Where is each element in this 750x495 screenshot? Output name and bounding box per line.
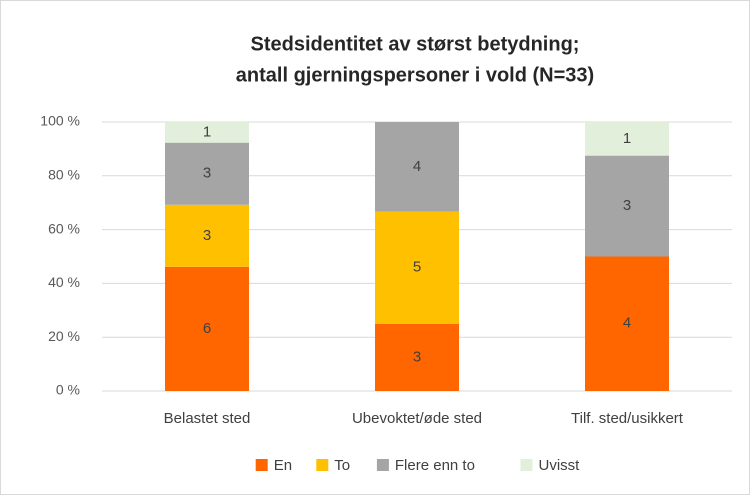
- chart-title: Stedsidentitet av størst betydning;: [251, 33, 580, 55]
- legend-label: Flere enn to: [395, 457, 475, 474]
- bar-segment: [375, 122, 459, 212]
- legend-label: To: [334, 457, 350, 474]
- bar-segment: [165, 122, 249, 143]
- data-label: 3: [203, 165, 211, 182]
- data-label: 1: [623, 130, 631, 147]
- data-label: 4: [413, 158, 421, 175]
- data-label: 3: [623, 197, 631, 214]
- legend-swatch: [316, 459, 329, 471]
- bar-segment: [165, 266, 249, 391]
- legend-swatch: [255, 459, 268, 471]
- y-tick-label: 0 %: [56, 382, 80, 398]
- x-tick-label: Ubevoktet/øde sted: [352, 410, 482, 427]
- bar-segment: [585, 256, 669, 391]
- y-tick-label: 40 %: [48, 274, 80, 290]
- legend-label: Uvisst: [539, 457, 581, 474]
- legend-swatch: [520, 459, 533, 471]
- x-tick-label: Belastet sted: [164, 410, 251, 427]
- data-label: 3: [413, 348, 421, 365]
- data-label: 4: [623, 315, 631, 332]
- data-label: 5: [413, 259, 421, 276]
- bar-segment: [375, 211, 459, 324]
- y-tick-label: 100 %: [40, 113, 80, 129]
- legend-swatch: [376, 459, 389, 471]
- bar-segment: [585, 155, 669, 257]
- y-tick-label: 20 %: [48, 328, 80, 344]
- y-tick-label: 80 %: [48, 167, 80, 183]
- bar-segment: [585, 122, 669, 156]
- data-label: 6: [203, 320, 211, 337]
- x-tick-label: Tilf. sted/usikkert: [571, 410, 684, 427]
- chart-title: antall gjerningspersoner i vold (N=33): [236, 64, 594, 86]
- bar-segment: [165, 204, 249, 267]
- bar-segment: [165, 142, 249, 205]
- data-label: 3: [203, 227, 211, 244]
- y-tick-label: 60 %: [48, 220, 80, 236]
- legend-label: En: [274, 457, 292, 474]
- data-label: 1: [203, 123, 211, 140]
- bar-segment: [375, 323, 459, 391]
